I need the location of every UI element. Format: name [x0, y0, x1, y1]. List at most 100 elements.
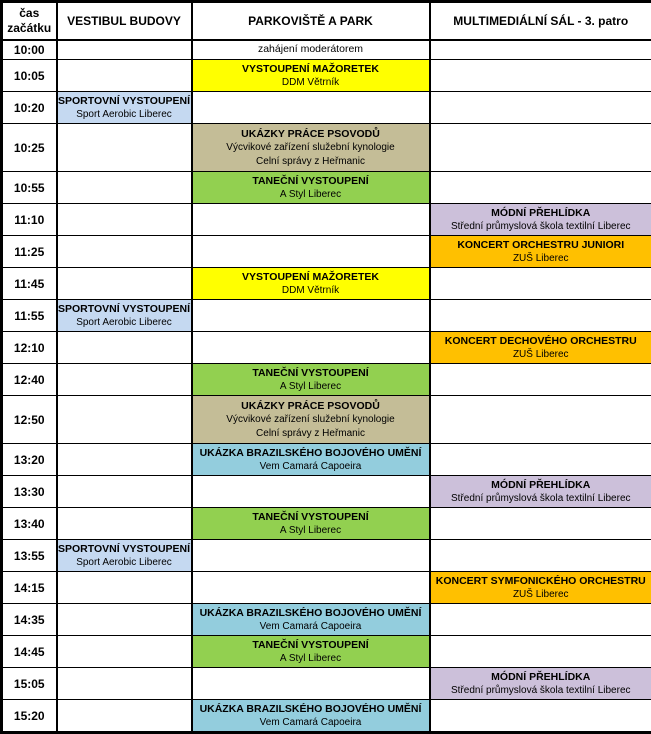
event-title: SPORTOVNÍ VYSTOUPENÍ	[58, 94, 191, 108]
event-title: UKÁZKA BRAZILSKÉHO BOJOVÉHO UMĚNÍ	[193, 606, 429, 620]
empty-cell	[57, 124, 192, 172]
empty-cell	[57, 572, 192, 604]
empty-cell	[57, 60, 192, 92]
event-title: TANEČNÍ VYSTOUPENÍ	[193, 510, 429, 524]
table-header: čas začátku VESTIBUL BUDOVY PARKOVIŠTĚ A…	[2, 2, 651, 41]
event-subtitle: Výcvikové zařízení služební kynologie	[193, 413, 429, 427]
event-title: UKÁZKA BRAZILSKÉHO BOJOVÉHO UMĚNÍ	[193, 446, 429, 460]
event-subtitle: DDM Větrník	[193, 284, 429, 298]
event-title: SPORTOVNÍ VYSTOUPENÍ	[58, 302, 191, 316]
empty-cell	[192, 332, 430, 364]
event-title: KONCERT SYMFONICKÉHO ORCHESTRU	[431, 574, 651, 588]
empty-cell	[192, 476, 430, 508]
start-time-cell: 15:20	[2, 700, 57, 733]
event-subtitle: Celní správy z Heřmanic	[193, 427, 429, 441]
event-subtitle: A Styl Liberec	[193, 188, 429, 202]
empty-cell	[57, 476, 192, 508]
col-header-start-time: čas začátku	[2, 2, 57, 41]
empty-cell	[192, 236, 430, 268]
start-time-cell: 10:05	[2, 60, 57, 92]
empty-cell	[430, 636, 651, 668]
event-subtitle: Sport Aerobic Liberec	[58, 316, 191, 330]
start-time-cell: 14:35	[2, 604, 57, 636]
empty-cell	[430, 124, 651, 172]
event-title: KONCERT DECHOVÉHO ORCHESTRU	[431, 334, 651, 348]
event-title: MÓDNÍ PŘEHLÍDKA	[431, 206, 651, 220]
event-title: VYSTOUPENÍ MAŽORETEK	[193, 270, 429, 284]
empty-cell	[57, 364, 192, 396]
start-time-cell: 11:55	[2, 300, 57, 332]
empty-cell	[57, 172, 192, 204]
empty-cell	[57, 236, 192, 268]
event-subtitle: ZUŠ Liberec	[431, 348, 651, 362]
start-time-cell: 11:45	[2, 268, 57, 300]
col-header-sal: MULTIMEDIÁLNÍ SÁL - 3. patro	[430, 2, 651, 41]
empty-cell	[430, 508, 651, 540]
event-title: SPORTOVNÍ VYSTOUPENÍ	[58, 542, 191, 556]
empty-cell	[430, 444, 651, 476]
event-subtitle: Střední průmyslová škola textilní Libere…	[431, 492, 651, 506]
start-time-cell: 11:25	[2, 236, 57, 268]
event-subtitle: A Styl Liberec	[193, 524, 429, 538]
start-time-cell: 15:05	[2, 668, 57, 700]
start-time-cell: 13:30	[2, 476, 57, 508]
empty-cell	[57, 636, 192, 668]
col-header-parkoviste: PARKOVIŠTĚ A PARK	[192, 2, 430, 41]
event-subtitle: Sport Aerobic Liberec	[58, 556, 191, 570]
empty-cell	[430, 396, 651, 444]
empty-cell	[192, 668, 430, 700]
start-time-cell: 10:00	[2, 40, 57, 60]
empty-cell	[57, 332, 192, 364]
empty-cell	[192, 300, 430, 332]
start-time-cell: 10:20	[2, 92, 57, 124]
start-time-cell: 14:15	[2, 572, 57, 604]
event-subtitle: Sport Aerobic Liberec	[58, 108, 191, 122]
start-time-cell: 13:55	[2, 540, 57, 572]
event-subtitle: A Styl Liberec	[193, 380, 429, 394]
event-title: MÓDNÍ PŘEHLÍDKA	[431, 478, 651, 492]
empty-cell	[57, 508, 192, 540]
event-subtitle: Střední průmyslová škola textilní Libere…	[431, 684, 651, 698]
empty-cell	[430, 700, 651, 733]
start-time-cell: 11:10	[2, 204, 57, 236]
event-subtitle: ZUŠ Liberec	[431, 252, 651, 266]
start-time-cell: 14:45	[2, 636, 57, 668]
empty-cell	[430, 92, 651, 124]
event-subtitle: Celní správy z Heřmanic	[193, 155, 429, 169]
empty-cell	[57, 40, 192, 60]
event-title: UKÁZKY PRÁCE PSOVODŮ	[193, 127, 429, 141]
start-time-cell: 10:55	[2, 172, 57, 204]
event-title: TANEČNÍ VYSTOUPENÍ	[193, 366, 429, 380]
empty-cell	[57, 204, 192, 236]
